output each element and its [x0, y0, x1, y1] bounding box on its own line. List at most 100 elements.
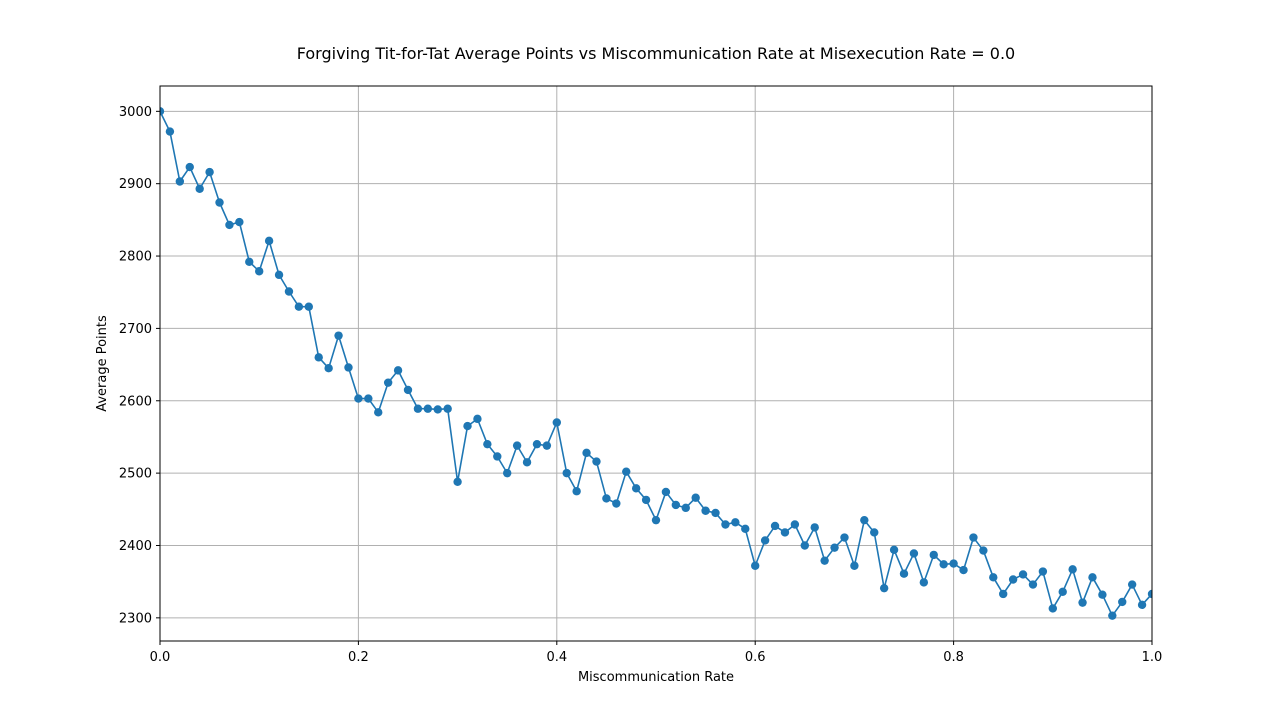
data-point — [364, 394, 373, 403]
x-axis: 0.0 0.2 0.4 0.6 0.8 1.0 — [150, 641, 1163, 665]
data-point — [919, 578, 929, 587]
data-point — [1108, 611, 1117, 620]
data-point — [999, 589, 1008, 599]
data-point — [760, 536, 770, 545]
data-point — [1058, 587, 1067, 596]
data-point — [711, 508, 720, 518]
series-group — [160, 107, 1152, 620]
data-point — [383, 378, 393, 387]
data-point — [453, 477, 462, 487]
data-point — [274, 270, 284, 280]
data-point — [354, 394, 363, 403]
y-tick-label: 2700 — [119, 322, 152, 337]
data-point — [195, 184, 204, 193]
data-point — [1008, 575, 1018, 584]
data-point — [691, 493, 700, 502]
data-point — [651, 515, 661, 525]
data-point — [969, 533, 978, 542]
x-tick-label: 0.4 — [546, 650, 567, 665]
data-point — [870, 528, 879, 537]
y-tick-label: 2600 — [119, 394, 152, 409]
data-point — [622, 467, 631, 476]
data-point — [552, 418, 561, 427]
data-point — [820, 556, 829, 565]
data-point — [324, 364, 333, 373]
y-axis-label: Average Points — [95, 315, 110, 412]
x-tick-label: 0.6 — [745, 650, 766, 665]
data-point — [780, 528, 790, 537]
data-point — [393, 366, 403, 375]
data-point — [1068, 565, 1077, 574]
data-point — [770, 521, 780, 531]
data-point — [245, 257, 254, 267]
data-point — [701, 506, 710, 515]
data-point — [483, 439, 492, 449]
data-point — [631, 484, 641, 493]
data-point — [160, 107, 165, 116]
y-tick-label: 2300 — [119, 611, 152, 626]
data-point — [1127, 580, 1137, 589]
data-point — [264, 236, 274, 246]
data-point — [661, 487, 671, 497]
data-point — [423, 404, 433, 413]
data-point — [493, 452, 502, 461]
plot-frame — [159, 85, 1153, 642]
data-point — [1078, 598, 1087, 607]
data-point — [879, 583, 889, 593]
data-point — [612, 499, 621, 508]
data-point — [741, 524, 750, 534]
data-point — [721, 520, 730, 529]
x-tick-label: 0.0 — [150, 650, 171, 665]
data-point — [304, 302, 313, 311]
data-point — [790, 520, 800, 529]
data-point — [899, 569, 909, 578]
data-point — [572, 487, 581, 496]
data-point — [1147, 589, 1152, 599]
y-tick-label: 2500 — [119, 467, 152, 482]
data-point — [1098, 590, 1107, 599]
data-point — [1028, 580, 1038, 589]
data-point — [979, 546, 988, 555]
data-point — [582, 448, 591, 458]
data-point — [830, 543, 839, 552]
data-point — [671, 500, 681, 510]
data-point — [542, 441, 552, 450]
data-point — [185, 162, 194, 172]
x-tick-label: 1.0 — [1142, 650, 1163, 665]
data-point — [889, 545, 899, 555]
data-point — [225, 220, 234, 230]
data-point — [344, 363, 353, 372]
data-point — [463, 421, 472, 431]
data-point — [503, 468, 512, 478]
data-point — [592, 457, 601, 466]
data-point — [443, 404, 452, 413]
data-point — [850, 561, 859, 570]
data-point — [1038, 567, 1048, 576]
data-point — [235, 217, 244, 227]
data-point — [294, 302, 304, 311]
data-point — [959, 565, 968, 575]
data-point — [175, 177, 185, 186]
data-point — [403, 385, 413, 395]
data-point — [810, 523, 819, 532]
data-point — [284, 287, 294, 296]
data-point — [314, 353, 323, 362]
y-tick-label: 2800 — [119, 250, 152, 265]
data-point — [522, 458, 532, 467]
data-point — [681, 503, 690, 513]
grid-lines — [159, 86, 1153, 641]
data-point — [532, 439, 542, 449]
data-point — [939, 560, 948, 569]
y-axis: 2300 2400 2500 2600 2700 2800 2900 3000 — [119, 105, 160, 626]
data-point — [1018, 570, 1028, 579]
data-point — [1118, 597, 1127, 607]
data-point — [205, 167, 214, 177]
data-point — [255, 267, 264, 276]
data-point — [1048, 604, 1058, 613]
chart-title: Forgiving Tit-for-Tat Average Points vs … — [297, 44, 1015, 63]
data-point — [929, 550, 938, 560]
series-layer — [160, 107, 1152, 620]
data-point — [909, 549, 919, 558]
